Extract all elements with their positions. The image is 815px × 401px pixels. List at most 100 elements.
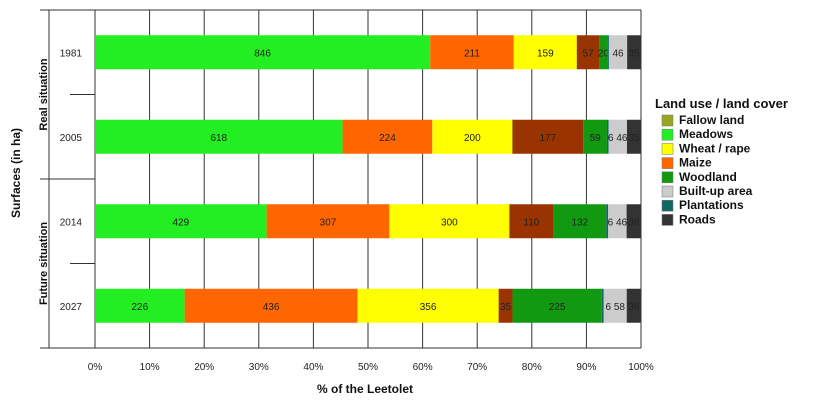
x-tick-label: 90% bbox=[576, 362, 596, 373]
bar-segment bbox=[603, 288, 627, 323]
bar-value-label: 36 bbox=[628, 302, 640, 313]
bar-segment bbox=[608, 204, 627, 239]
bar-value-label: 200 bbox=[464, 133, 481, 144]
bar-value-label: 110 bbox=[523, 217, 539, 228]
legend-item: Plantations bbox=[679, 198, 744, 212]
bar-value-label: 226 bbox=[131, 302, 148, 313]
bar-segment bbox=[583, 119, 607, 154]
bar-segment bbox=[607, 35, 609, 70]
bar-segment bbox=[430, 35, 514, 70]
bar-segment bbox=[498, 288, 513, 323]
group-label: Future situation bbox=[38, 222, 50, 305]
bar-segment bbox=[184, 288, 358, 323]
bar-segment bbox=[626, 119, 641, 154]
bar-value-label: 6 46 bbox=[608, 133, 628, 144]
bar-segment bbox=[512, 119, 584, 154]
y-tick-label: 2005 bbox=[60, 133, 83, 144]
x-tick-label: 60% bbox=[413, 362, 433, 373]
bar-segment bbox=[606, 119, 609, 154]
bar-value-label: 177 bbox=[540, 133, 557, 144]
legend-item: Maize bbox=[679, 156, 712, 170]
bar-value-label: 35 bbox=[628, 133, 640, 144]
y-tick-label: 2027 bbox=[60, 302, 83, 313]
bar-value-label: 307 bbox=[320, 217, 337, 228]
x-tick-label: 10% bbox=[140, 362, 160, 373]
bar-value-label: 224 bbox=[379, 133, 396, 144]
legend-swatch bbox=[661, 199, 674, 212]
legend-item: Woodland bbox=[679, 170, 737, 184]
bar-value-label: 20 bbox=[598, 48, 610, 59]
x-tick-label: 70% bbox=[467, 362, 487, 373]
bar-value-label: 57 bbox=[583, 48, 595, 59]
bar-segment bbox=[626, 288, 641, 323]
legend-item: Roads bbox=[679, 212, 716, 226]
bar-segment bbox=[608, 119, 627, 154]
bar-value-label: 46 bbox=[612, 48, 624, 59]
legend-item: Built-up area bbox=[679, 184, 753, 198]
bar-segment bbox=[95, 288, 185, 323]
bar-value-label: 356 bbox=[420, 302, 437, 313]
bar-value-label: 132 bbox=[571, 217, 588, 228]
bar-segment bbox=[599, 35, 608, 70]
bar-segment bbox=[576, 35, 600, 70]
group-label: Real situation bbox=[38, 58, 50, 130]
bar-segment bbox=[553, 204, 607, 239]
bar-segment bbox=[95, 35, 431, 70]
bar-value-label: 618 bbox=[210, 133, 227, 144]
bar-segment bbox=[95, 119, 343, 154]
legend-title: Land use / land cover bbox=[655, 96, 788, 111]
bar-value-label: 436 bbox=[263, 302, 280, 313]
bar-segment bbox=[626, 204, 641, 239]
legend-item: Wheat / rape bbox=[679, 141, 751, 155]
bar-segment bbox=[432, 119, 513, 154]
bar-segment bbox=[389, 204, 510, 239]
bar-segment bbox=[601, 288, 604, 323]
x-tick-label: 0% bbox=[88, 362, 103, 373]
y-tick-label: 2014 bbox=[60, 217, 83, 228]
bar-value-label: 159 bbox=[537, 48, 554, 59]
bar-segment bbox=[509, 204, 554, 239]
bar-segment bbox=[95, 204, 267, 239]
bar-value-label: 6 58 bbox=[605, 302, 625, 313]
bar-segment bbox=[342, 119, 433, 154]
legend-item: Fallow land bbox=[679, 113, 744, 127]
bar-value-label: 35 bbox=[629, 48, 641, 59]
x-tick-label: 20% bbox=[194, 362, 214, 373]
bar-value-label: 59 bbox=[590, 133, 602, 144]
x-axis-title: % of the Leetolet bbox=[317, 382, 413, 396]
bar-segment bbox=[513, 35, 577, 70]
bar-segment bbox=[357, 288, 499, 323]
legend-swatch bbox=[661, 114, 674, 127]
y-tick-label: 1981 bbox=[60, 48, 83, 59]
x-tick-label: 40% bbox=[303, 362, 323, 373]
x-tick-label: 50% bbox=[358, 362, 378, 373]
legend-swatch bbox=[661, 128, 674, 141]
bar-segment bbox=[266, 204, 390, 239]
axes-layer: 0% 10% 20% 30% 40% 50% 60% 70% 80% 90% 100% Real si… bbox=[38, 9, 654, 373]
bar-segment bbox=[627, 35, 641, 70]
x-tick-label: 30% bbox=[249, 362, 269, 373]
legend-swatch bbox=[661, 157, 674, 169]
legend-swatch bbox=[661, 143, 674, 155]
x-tick-label: 100% bbox=[628, 362, 654, 373]
legend-swatch bbox=[661, 185, 674, 198]
bar-value-label: 35 bbox=[500, 302, 512, 313]
legend-item: Meadows bbox=[679, 127, 733, 141]
bar-value-label: 300 bbox=[441, 217, 458, 228]
bar-value-label: 6 46 bbox=[608, 217, 628, 228]
bar-value-label: 846 bbox=[254, 48, 271, 59]
bar-value-label: 225 bbox=[549, 302, 566, 313]
legend-swatch bbox=[661, 214, 674, 226]
bar-value-label: 429 bbox=[172, 217, 189, 228]
y-axis-title: Surfaces (in ha) bbox=[9, 128, 23, 218]
bar-segment bbox=[512, 288, 602, 323]
bar-value-label: 211 bbox=[464, 48, 480, 59]
bar-segment bbox=[608, 35, 628, 70]
legend-swatch bbox=[661, 171, 674, 184]
x-tick-label: 80% bbox=[522, 362, 542, 373]
bar-segment bbox=[606, 204, 609, 239]
bar-value-label: 36 bbox=[628, 217, 640, 228]
